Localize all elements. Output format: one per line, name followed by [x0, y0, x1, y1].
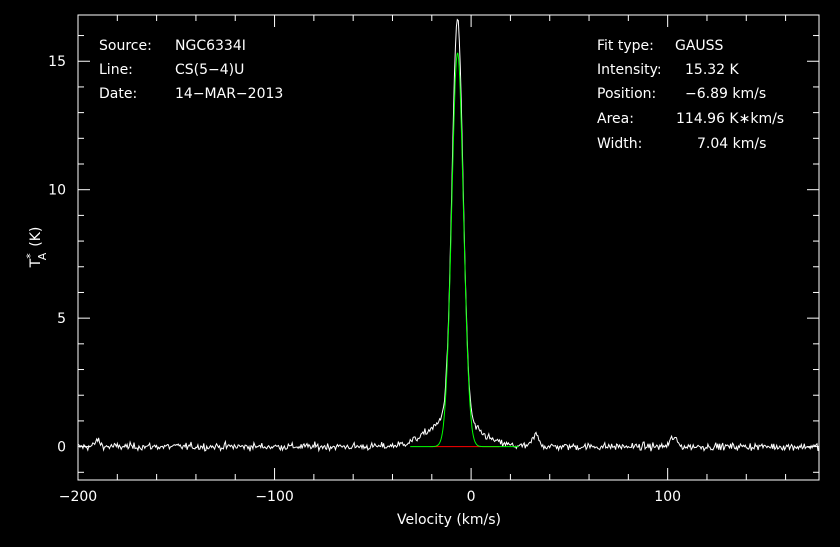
info-source-value: NGC6334I — [175, 38, 246, 54]
tick-labels: −200 −100 0 100 0 5 10 15 — [48, 54, 681, 505]
y-tick-label: 0 — [57, 440, 66, 456]
x-tick-label: −100 — [255, 489, 293, 505]
info-position-key: Position: — [597, 86, 656, 102]
info-date-key: Date: — [99, 86, 137, 102]
x-axis-label: Velocity (km/s) — [397, 512, 501, 528]
svg-text:T*A(K): T*A(K) — [24, 227, 49, 269]
y-axis-label: T*A(K) — [24, 227, 49, 269]
info-source-key: Source: — [99, 38, 152, 54]
info-line-value: CS(5−4)U — [175, 62, 244, 78]
info-right: Fit type: GAUSS Intensity: 15.32 K Posit… — [597, 38, 784, 152]
axis-ticks — [77, 15, 819, 480]
x-tick-label: 0 — [467, 489, 476, 505]
y-tick-label: 5 — [57, 311, 66, 327]
gauss-fit-line — [410, 52, 519, 448]
y-tick-label: 15 — [48, 54, 66, 70]
x-tick-label: −200 — [59, 489, 97, 505]
info-area-key: Area: — [597, 111, 634, 127]
info-fittype-key: Fit type: — [597, 38, 654, 54]
info-intensity-key: Intensity: — [597, 62, 662, 78]
info-width-value: 7.04 km/s — [697, 136, 766, 152]
info-position-value: −6.89 km/s — [685, 86, 766, 102]
info-line-key: Line: — [99, 62, 133, 78]
info-area-value: 114.96 K∗km/s — [676, 111, 784, 127]
series-layer — [77, 18, 820, 453]
x-tick-label: 100 — [654, 489, 681, 505]
info-width-key: Width: — [597, 136, 642, 152]
plot-frame — [77, 14, 820, 481]
info-left: Source: NGC6334I Line: CS(5−4)U Date: 14… — [99, 38, 283, 102]
spectrum-line — [77, 18, 820, 453]
info-date-value: 14−MAR−2013 — [175, 86, 283, 102]
info-intensity-value: 15.32 K — [685, 62, 740, 78]
info-fittype-value: GAUSS — [675, 38, 724, 54]
y-tick-label: 10 — [48, 183, 66, 199]
